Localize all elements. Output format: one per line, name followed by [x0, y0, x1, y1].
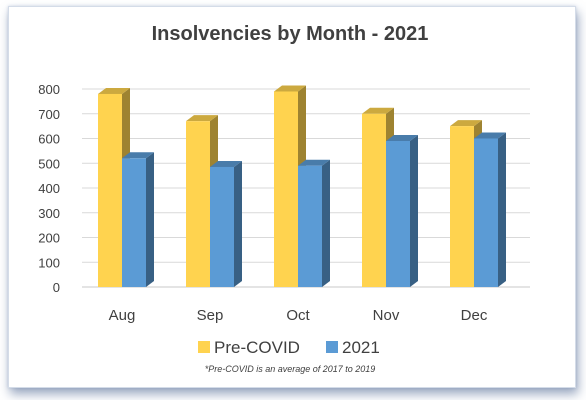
bar-front	[274, 91, 298, 287]
legend-swatch-pre-covid	[198, 341, 210, 353]
bar-top	[298, 159, 330, 166]
y-tick-label: 800	[38, 82, 60, 97]
x-tick-label: Aug	[109, 307, 136, 324]
bar-2021-aug	[122, 152, 154, 287]
y-tick-label: 400	[38, 181, 60, 196]
legend-label-2021: 2021	[342, 338, 380, 357]
chart-title: Insolvencies by Month - 2021	[152, 23, 429, 45]
bar-top	[274, 85, 306, 92]
legend: Pre-COVID 2021	[198, 338, 380, 357]
legend-swatch-2021	[326, 341, 338, 353]
y-tick-label: 300	[38, 206, 60, 221]
y-tick-label: 100	[38, 255, 60, 270]
bar-2021-sep	[210, 160, 242, 287]
x-tick-label: Dec	[461, 307, 488, 324]
bar-pre-covid-sep	[186, 115, 218, 287]
footnote: *Pre-COVID is an average of 2017 to 2019	[205, 364, 376, 374]
bars	[98, 85, 506, 287]
x-tick-label: Nov	[373, 307, 400, 324]
bar-side	[146, 152, 154, 287]
x-tick-label: Sep	[197, 307, 224, 324]
bar-front	[122, 158, 146, 287]
y-tick-label: 600	[38, 132, 60, 147]
bar-front	[186, 121, 210, 287]
bar-top	[210, 160, 242, 167]
bar-side	[498, 132, 506, 287]
bar-top	[362, 107, 394, 114]
bar-side	[410, 134, 418, 287]
bar-front	[450, 126, 474, 287]
bar-2021-dec	[474, 132, 506, 287]
legend-label-pre-covid: Pre-COVID	[214, 338, 300, 357]
y-tick-label: 200	[38, 231, 60, 246]
bar-side	[234, 160, 242, 287]
bar-front	[98, 93, 122, 287]
bar-2021-nov	[386, 134, 418, 287]
bar-top	[186, 115, 218, 122]
y-tick-label: 0	[53, 280, 60, 295]
bar-front	[362, 113, 386, 287]
x-tick-label: Oct	[286, 307, 310, 324]
bar-front	[474, 138, 498, 287]
bar-front	[210, 166, 234, 287]
bar-side	[322, 159, 330, 287]
x-axis: Aug Sep Oct Nov Dec	[109, 307, 488, 324]
bar-top	[450, 120, 482, 127]
bar-front	[298, 165, 322, 287]
y-tick-label: 700	[38, 107, 60, 122]
y-axis: 0 100 200 300 400 500 600 700 800	[38, 82, 60, 295]
bar-2021-oct	[298, 159, 330, 287]
bar-top	[474, 132, 506, 139]
bar-top	[122, 152, 154, 159]
y-tick-label: 500	[38, 156, 60, 171]
bar-top	[98, 87, 130, 94]
bar-front	[386, 140, 410, 287]
bar-top	[386, 134, 418, 141]
